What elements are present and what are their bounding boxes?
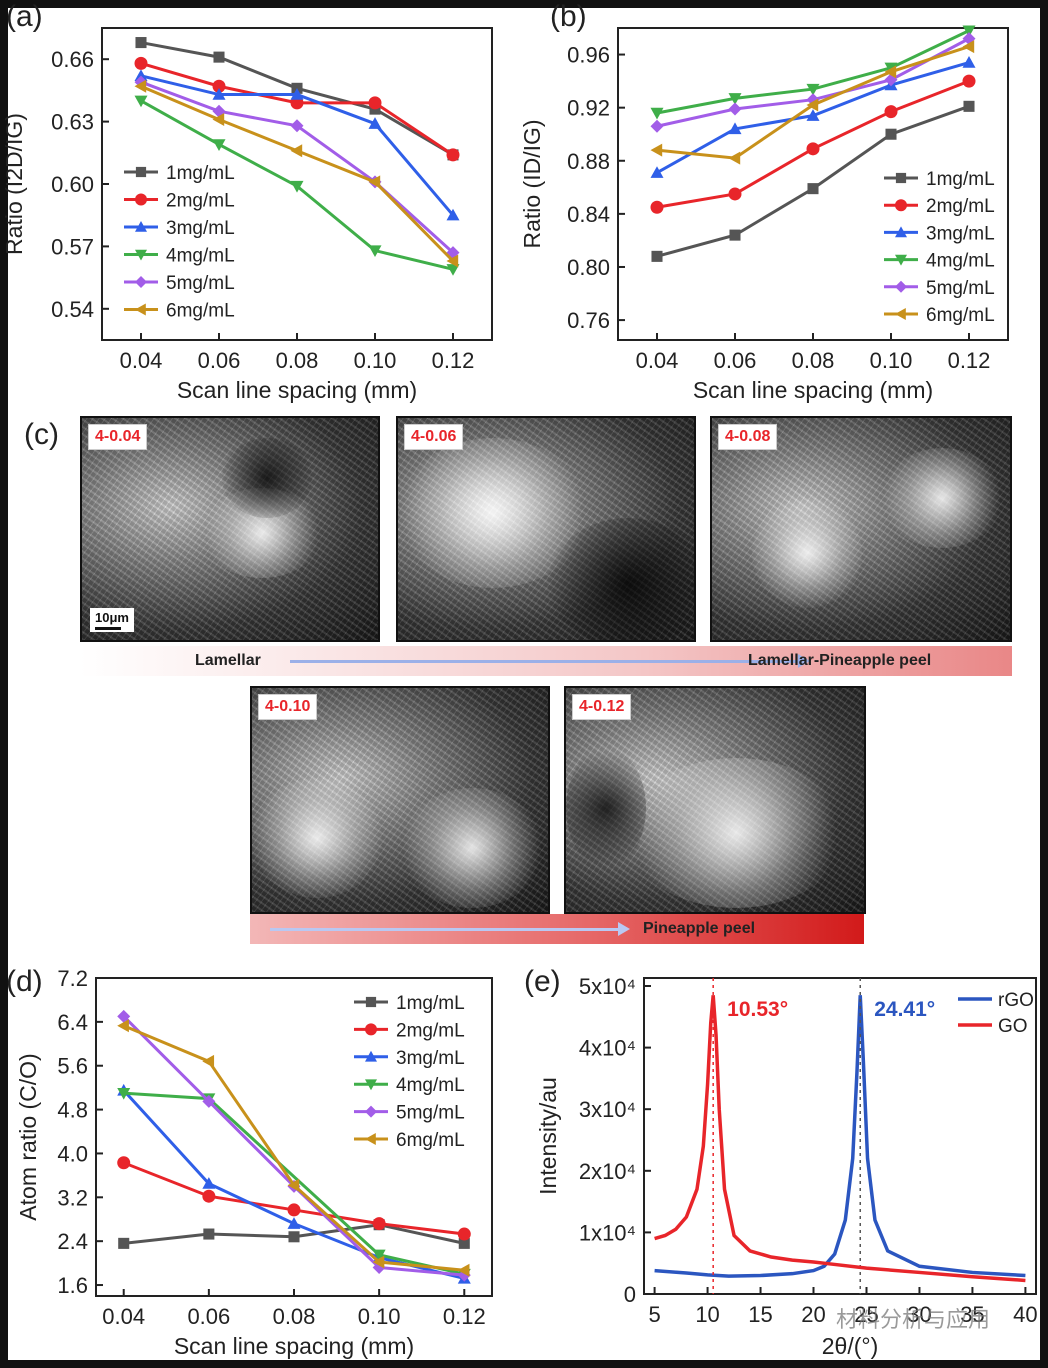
x-axis-label: Scan line spacing (mm) (177, 377, 417, 403)
series-3mg/mL: 3mg/mL (124, 69, 460, 239)
sem-image-3: 4-0.08 (710, 416, 1012, 642)
legend-marker (135, 303, 146, 316)
sem-image-2: 4-0.06 (396, 416, 696, 642)
y-tick-label: 0.54 (51, 297, 94, 322)
watermark-text: 材料分析与应用 (836, 1308, 991, 1333)
y-tick-label: 0.63 (51, 110, 94, 135)
data-point (212, 88, 226, 100)
data-point (134, 79, 147, 93)
sem-label: 4-0.10 (258, 694, 318, 720)
data-point (368, 117, 382, 129)
sem-dark-region (566, 748, 646, 868)
sem-label: 4-0.08 (718, 424, 778, 450)
data-point (212, 139, 226, 151)
panel-label-c: (c) (24, 418, 59, 451)
band2-end-label: Pineapple peel (643, 920, 756, 937)
scale-bar-line (95, 627, 121, 630)
band1-end-label: Lamellar-Pineapple peel (748, 652, 932, 669)
legend-marker (135, 221, 147, 232)
sem-dark-region (222, 438, 312, 518)
legend-marker (135, 276, 147, 288)
sem-bright-region (626, 758, 846, 908)
data-point (446, 254, 459, 268)
sem-image-5: 4-0.12 (564, 686, 866, 914)
series-6mg/mL: 6mg/mL (124, 79, 459, 322)
band2-arrow-line (270, 927, 620, 931)
sem-bright-region (252, 778, 382, 898)
data-point (290, 144, 303, 158)
series-4mg/mL: 4mg/mL (124, 95, 460, 276)
legend-label: 4mg/mL (166, 246, 235, 267)
data-point (368, 245, 382, 258)
panel-label-e: (e) (524, 965, 561, 998)
scale-bar: 10μm (90, 608, 134, 632)
data-point (446, 208, 460, 221)
sem-image-1: 4-0.04 10μm (80, 416, 380, 642)
sem-label: 4-0.04 (88, 424, 148, 450)
scale-bar-text: 10μm (95, 610, 129, 625)
panel-label-b: (b) (550, 0, 587, 33)
y-tick-label: 0.66 (51, 47, 94, 72)
legend-label: 3mg/mL (166, 218, 235, 239)
progression-band-2: Pineapple peel (250, 914, 864, 944)
y-tick-label: 0.60 (51, 172, 94, 197)
x-tick-label: 0.10 (354, 348, 397, 373)
legend-label: 6mg/mL (166, 301, 235, 322)
y-axis-label: Ratio (I2D/IG) (1, 113, 27, 255)
sem-label: 4-0.12 (572, 694, 632, 720)
data-point (135, 37, 147, 49)
data-point (446, 264, 460, 276)
sem-dark-region (548, 518, 694, 640)
legend-marker (135, 249, 147, 261)
progression-band-1: Lamellar Lamellar-Pineapple peel (80, 646, 1012, 676)
x-tick-label: 0.06 (198, 348, 241, 373)
data-point (134, 69, 148, 82)
data-point (212, 113, 225, 127)
band2-arrow-head (618, 922, 630, 936)
legend-marker (135, 166, 147, 178)
data-point (290, 119, 304, 133)
data-point (290, 88, 304, 100)
x-tick-label: 0.12 (432, 348, 475, 373)
legend-marker (135, 193, 147, 206)
panel-label-d: (d) (6, 965, 43, 998)
band1-start-label: Lamellar (195, 652, 261, 669)
y-tick-label: 0.57 (51, 234, 94, 259)
legend-label: 1mg/mL (166, 163, 235, 184)
data-point (134, 95, 148, 108)
data-point (134, 56, 148, 70)
band1-arrow-head (798, 654, 810, 668)
data-point (446, 148, 460, 162)
legend-label: 5mg/mL (166, 273, 235, 294)
series-2mg/mL: 2mg/mL (124, 56, 460, 212)
data-point (290, 180, 304, 193)
sem-bright-region (402, 788, 542, 908)
data-point (368, 175, 381, 189)
sem-label: 4-0.06 (404, 424, 464, 450)
sem-bright-region (752, 498, 862, 608)
data-point (213, 51, 225, 63)
sem-image-4: 4-0.10 (250, 686, 550, 914)
legend-label: 2mg/mL (166, 191, 235, 212)
data-point (368, 96, 382, 110)
x-tick-label: 0.08 (276, 348, 319, 373)
x-tick-label: 0.04 (120, 348, 163, 373)
band1-arrow-line (290, 659, 800, 663)
data-point (446, 246, 460, 260)
panel-label-a: (a) (6, 0, 43, 33)
sem-bright-region (882, 448, 1002, 548)
data-point (212, 79, 226, 93)
